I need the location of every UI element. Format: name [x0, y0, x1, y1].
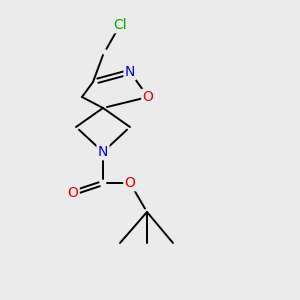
Text: Cl: Cl — [113, 18, 127, 32]
Text: O: O — [68, 186, 78, 200]
Text: N: N — [98, 145, 108, 159]
Text: O: O — [124, 176, 135, 190]
Text: N: N — [125, 65, 135, 79]
Text: O: O — [142, 90, 153, 104]
